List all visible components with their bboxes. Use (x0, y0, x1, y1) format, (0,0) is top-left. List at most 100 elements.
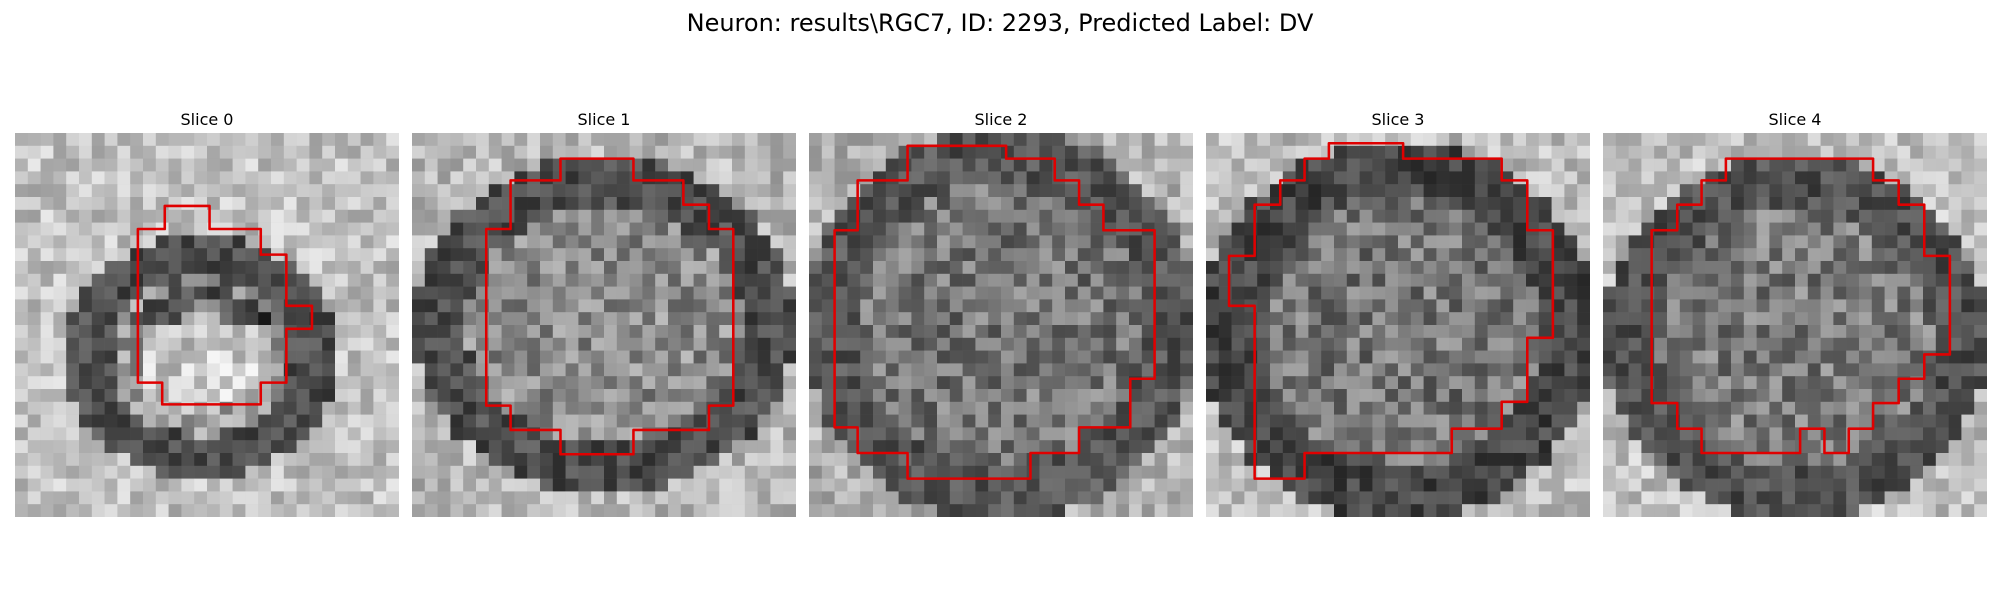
image-pixel (309, 504, 323, 517)
image-pixel (53, 478, 67, 492)
image-pixel (104, 478, 118, 492)
image-pixel (207, 235, 221, 249)
image-pixel (1231, 158, 1245, 172)
image-pixel (1961, 261, 1975, 275)
image-pixel (1474, 337, 1488, 351)
image-pixel (1423, 312, 1437, 326)
image-pixel (335, 209, 349, 223)
image-pixel (1154, 273, 1168, 287)
image-pixel (1603, 491, 1617, 505)
image-pixel (1257, 286, 1271, 300)
image-pixel (1654, 248, 1668, 262)
image-pixel (924, 325, 938, 339)
image-pixel (1871, 235, 1885, 249)
image-pixel (1154, 325, 1168, 339)
image-pixel (424, 427, 438, 441)
image-pixel (1961, 363, 1975, 377)
image-pixel (412, 491, 426, 505)
image-pixel (322, 286, 336, 300)
image-pixel (1859, 337, 1873, 351)
image-pixel (1935, 133, 1949, 147)
image-pixel (1462, 261, 1476, 275)
image-pixel (1667, 184, 1681, 198)
image-pixel (104, 261, 118, 275)
image-pixel (668, 184, 682, 198)
image-pixel (1513, 453, 1527, 467)
image-pixel (783, 209, 796, 223)
image-pixel (1129, 171, 1143, 185)
image-pixel (104, 158, 118, 172)
image-pixel (1295, 222, 1309, 236)
image-pixel (1423, 133, 1437, 147)
image-pixel (386, 337, 399, 351)
image-pixel (783, 248, 796, 262)
image-pixel (552, 286, 566, 300)
image-pixel (104, 222, 118, 236)
image-pixel (424, 235, 438, 249)
image-pixel (552, 325, 566, 339)
image-pixel (706, 504, 720, 517)
image-pixel (604, 337, 618, 351)
image-pixel (1398, 401, 1412, 415)
image-pixel (1526, 325, 1540, 339)
image-pixel (1141, 350, 1155, 364)
image-pixel (1718, 286, 1732, 300)
image-pixel (271, 414, 285, 428)
image-pixel (463, 197, 477, 211)
image-pixel (1295, 235, 1309, 249)
image-pixel (1026, 453, 1040, 467)
image-pixel (1231, 235, 1245, 249)
image-pixel (155, 235, 169, 249)
image-pixel (15, 145, 29, 159)
image-pixel (1167, 350, 1181, 364)
image-pixel (757, 376, 771, 390)
image-pixel (1282, 184, 1296, 198)
image-pixel (386, 363, 399, 377)
image-pixel (1603, 209, 1617, 223)
image-pixel (1743, 145, 1757, 159)
image-pixel (1244, 145, 1258, 159)
image-pixel (1321, 504, 1335, 517)
image-pixel (1679, 145, 1693, 159)
image-pixel (898, 209, 912, 223)
image-pixel (207, 376, 221, 390)
image-pixel (873, 325, 887, 339)
image-pixel (1564, 235, 1578, 249)
image-pixel (1795, 478, 1809, 492)
image-pixel (1026, 197, 1040, 211)
image-pixel (578, 414, 592, 428)
image-pixel (1359, 440, 1373, 454)
image-pixel (1231, 465, 1245, 479)
image-pixel (476, 491, 490, 505)
image-pixel (207, 465, 221, 479)
image-pixel (1897, 401, 1911, 415)
image-pixel (488, 171, 502, 185)
image-pixel (168, 389, 182, 403)
image-pixel (1705, 337, 1719, 351)
image-pixel (834, 363, 848, 377)
image-pixel (540, 171, 554, 185)
image-pixel (514, 478, 528, 492)
image-pixel (1218, 453, 1232, 467)
image-pixel (488, 376, 502, 390)
image-pixel (1026, 504, 1040, 517)
image-pixel (732, 414, 746, 428)
image-pixel (1436, 363, 1450, 377)
image-pixel (527, 197, 541, 211)
image-pixel (540, 325, 554, 339)
image-pixel (104, 248, 118, 262)
image-pixel (1282, 440, 1296, 454)
image-pixel (1180, 376, 1193, 390)
image-pixel (873, 286, 887, 300)
image-pixel (1564, 504, 1578, 517)
image-pixel (1654, 465, 1668, 479)
image-pixel (53, 427, 67, 441)
image-pixel (885, 325, 899, 339)
image-pixel (360, 312, 374, 326)
image-pixel (1090, 337, 1104, 351)
image-pixel (1551, 184, 1565, 198)
image-pixel (655, 337, 669, 351)
image-pixel (360, 414, 374, 428)
image-pixel (335, 222, 349, 236)
image-pixel (1423, 504, 1437, 517)
